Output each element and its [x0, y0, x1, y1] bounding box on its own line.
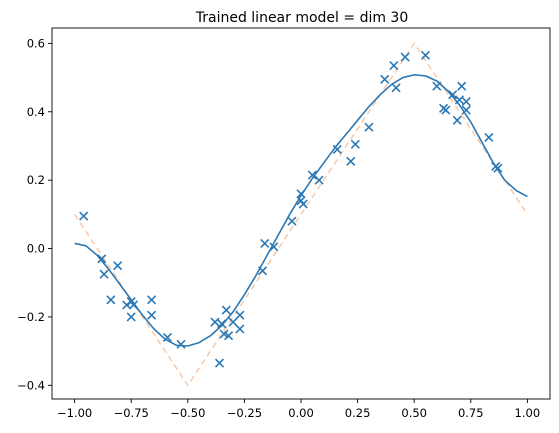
scatter-point: [287, 216, 297, 226]
scatter-point: [332, 144, 342, 154]
scatter-point: [99, 269, 109, 279]
scatter-point: [228, 317, 238, 327]
scatter-point: [400, 52, 410, 62]
scatter-point: [106, 295, 116, 305]
x-tick-label: 0.00: [288, 406, 314, 420]
scatter-point: [128, 300, 139, 310]
scatter-point: [389, 61, 399, 71]
model-fit-line: [74, 74, 528, 347]
scatter-point: [350, 139, 360, 149]
scatter-point: [214, 358, 225, 368]
y-tick-label: 0.4: [27, 105, 45, 119]
scatter-point: [296, 189, 306, 199]
scatter-point: [364, 122, 374, 132]
x-tick-label: 0.25: [345, 406, 371, 420]
scatter-point: [223, 331, 234, 341]
scatter-point: [461, 105, 471, 115]
scatter-point: [147, 310, 157, 320]
scatter-point: [307, 170, 317, 180]
scatter-point: [298, 199, 308, 209]
x-tick-label: −0.50: [170, 406, 205, 420]
scatter-point: [235, 324, 245, 334]
scatter-point: [432, 81, 442, 91]
scatter-point: [448, 90, 458, 100]
y-tick-label: 0.0: [27, 242, 45, 256]
scatter-point: [420, 50, 431, 60]
y-tick-label: −0.4: [17, 378, 45, 392]
scatter-point: [221, 305, 231, 315]
y-axis: −0.4 −0.2 0.0 0.2 0.4 0.6: [17, 36, 52, 392]
scatter-point: [210, 317, 220, 327]
scatter-point: [126, 312, 136, 322]
scatter-point: [461, 96, 471, 107]
target-function-line: [74, 42, 528, 387]
scatter-point: [269, 242, 279, 252]
scatter-point: [162, 332, 173, 343]
scatter-point: [391, 83, 401, 93]
scatter-point: [457, 81, 467, 91]
scatter-point: [484, 132, 494, 142]
chart-title: Trained linear model = dim 30: [195, 10, 409, 26]
scatter-point: [176, 339, 186, 349]
scatter-point: [493, 163, 503, 173]
x-tick-label: −0.25: [227, 406, 262, 420]
x-tick-label: 0.75: [458, 406, 484, 420]
scatter-point: [260, 238, 270, 248]
scatter-point: [235, 310, 245, 320]
y-tick-label: 0.6: [27, 36, 45, 50]
scatter-point: [113, 261, 123, 271]
scatter-point: [346, 156, 356, 166]
x-tick-label: −0.75: [114, 406, 149, 420]
scatter-point: [452, 115, 462, 125]
x-tick-label: −1.00: [57, 406, 92, 420]
scatter-point: [147, 295, 157, 305]
x-axis: −1.00 −0.75 −0.50 −0.25 0.00 0.25 0.50 0.75 1.00: [57, 399, 540, 420]
scatter-point: [97, 254, 107, 264]
scatter-point: [380, 74, 390, 84]
plot-area: [74, 42, 528, 387]
y-tick-label: 0.2: [27, 173, 45, 187]
x-tick-label: 1.00: [515, 406, 541, 420]
y-tick-label: −0.2: [17, 310, 45, 324]
scatter-point: [217, 319, 227, 329]
scatter-point: [257, 266, 268, 276]
scatter-point: [441, 105, 451, 115]
x-tick-label: 0.50: [401, 406, 427, 420]
scatter-point: [314, 175, 324, 185]
scatter-point: [79, 211, 89, 221]
scatter-point: [454, 95, 465, 105]
